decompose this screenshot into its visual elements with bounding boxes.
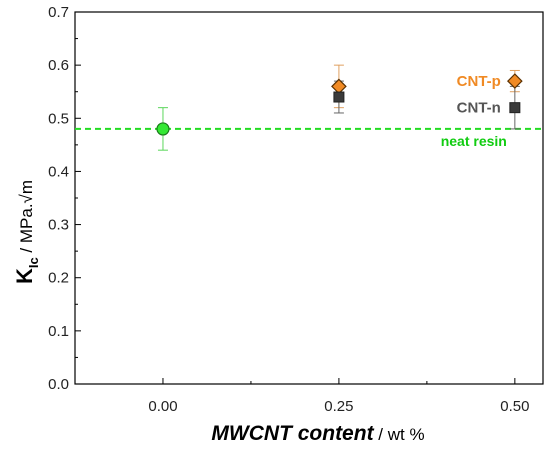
legend-label-cnt-n: CNT-n [457, 100, 501, 117]
x-tick-label: 0.50 [500, 398, 529, 415]
y-axis-label: KIc / MPa.√m [12, 180, 41, 284]
y-tick-label: 0.5 [48, 110, 69, 127]
data-markers [156, 73, 523, 136]
x-axis-ticks: 0.00 0.25 0.50 [148, 378, 529, 415]
y-axis-label-subscript: Ic [26, 257, 41, 268]
y-tick-label: 0.0 [48, 376, 69, 393]
reference-line-label: neat resin [441, 133, 507, 149]
x-axis-label: MWCNT content / wt % [211, 422, 424, 445]
legend-label-cnt-p: CNT-p [457, 73, 501, 90]
y-tick-label: 0.7 [48, 4, 69, 21]
y-axis-ticks: 0.0 0.1 0.2 0.3 0.4 0.5 0.6 0.7 [48, 4, 81, 393]
data-point-cnt-n [509, 102, 521, 114]
x-tick-label: 0.00 [148, 398, 177, 415]
data-point-neat-resin [156, 122, 170, 136]
y-tick-label: 0.3 [48, 217, 69, 234]
y-axis-label-main: K [12, 268, 37, 284]
x-axis-label-unit: / wt % [374, 425, 425, 444]
y-tick-label: 0.4 [48, 163, 69, 180]
axes-frame [74, 11, 544, 385]
x-axis-label-main: MWCNT content [211, 422, 374, 445]
x-tick-label: 0.25 [324, 398, 353, 415]
data-point-cnt-p [507, 73, 523, 89]
plot-frame [74, 11, 544, 385]
y-tick-label: 0.1 [48, 323, 69, 340]
y-tick-label: 0.6 [48, 57, 69, 74]
y-axis-label-unit: / MPa.√m [17, 180, 36, 257]
data-point-cnt-n [333, 91, 345, 103]
y-tick-label: 0.2 [48, 270, 69, 287]
